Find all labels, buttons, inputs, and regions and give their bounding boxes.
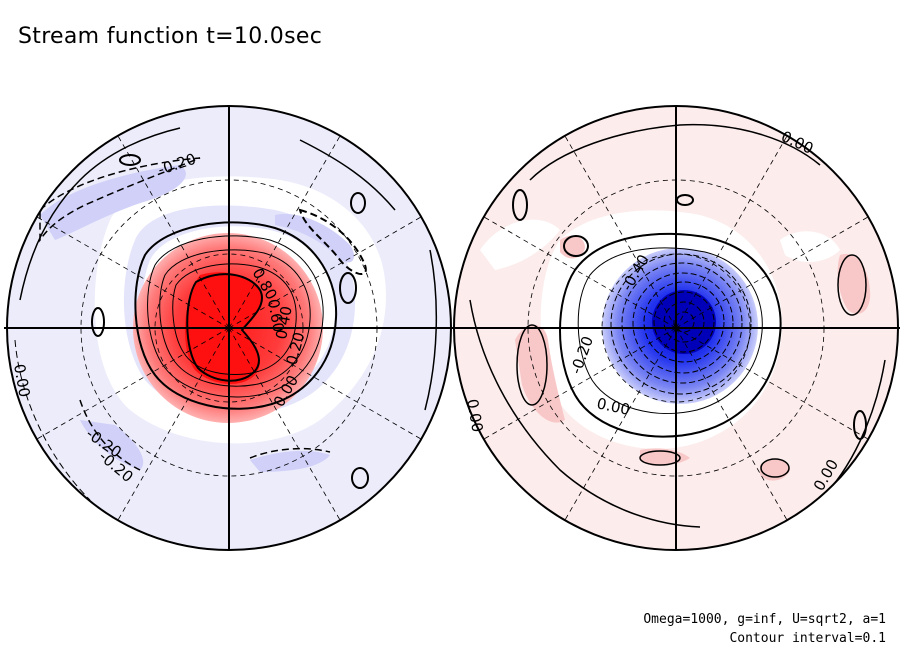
left-negative-band: [275, 214, 355, 263]
meridian: [675, 327, 869, 440]
contour-interval-note: Contour interval=0.1: [729, 631, 886, 646]
meridian: [36, 216, 230, 329]
contour-label: 0.40: [272, 305, 296, 341]
left-negative-band: [40, 165, 186, 240]
right-zero-region: [780, 231, 840, 262]
right-positive-patch: [515, 325, 565, 423]
meridian: [228, 216, 422, 329]
meridian: [228, 327, 422, 440]
contour-label: 0.60: [264, 298, 288, 334]
right-negative-core: [652, 290, 716, 354]
meridian: [675, 135, 788, 329]
contour-label: 0.00: [10, 363, 34, 399]
left-negative-band: [250, 450, 330, 472]
meridian: [228, 327, 341, 521]
meridian: [36, 327, 230, 440]
meridian: [117, 327, 230, 521]
meridian: [483, 327, 677, 440]
chart-title: Stream function t=10.0sec: [18, 24, 323, 49]
meridian: [564, 135, 677, 329]
left-contours: [14, 127, 438, 501]
right-zero-region: [480, 219, 560, 270]
meridian: [483, 216, 677, 329]
meridian: [117, 135, 230, 329]
meridian: [675, 327, 788, 521]
model-parameters: Omega=1000, g=inf, U=sqrt2, a=1: [643, 612, 886, 627]
meridian: [675, 216, 869, 329]
contour-label: 0.00: [463, 398, 487, 434]
right-contours: [469, 123, 886, 528]
right-positive-patch: [837, 254, 871, 314]
